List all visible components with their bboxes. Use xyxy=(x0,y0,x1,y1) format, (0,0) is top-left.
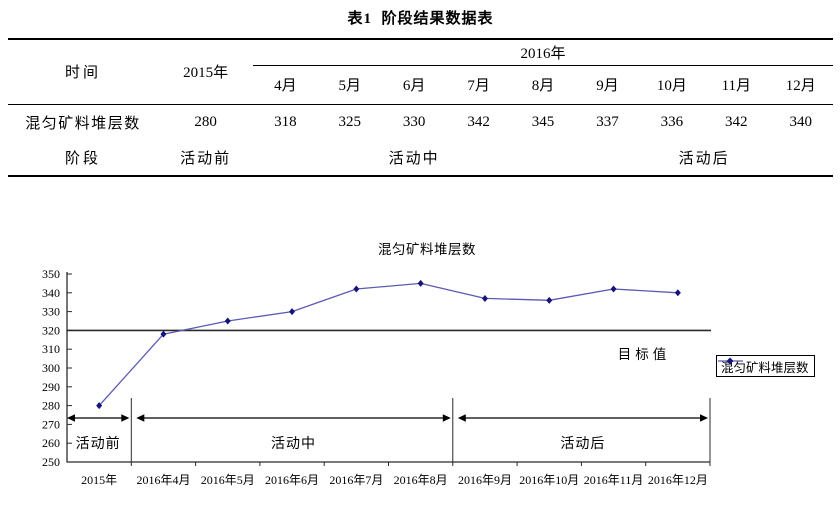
arrow-head-left xyxy=(67,414,75,422)
value-cell: 336 xyxy=(660,113,684,130)
header-time: 时间 xyxy=(8,39,159,105)
x-tick-label: 2016年10月 xyxy=(519,473,579,487)
value-cell: 342 xyxy=(725,113,748,130)
header-month: 4月 xyxy=(253,65,318,105)
header-month: 11月 xyxy=(704,65,769,105)
header-month: 12月 xyxy=(768,65,833,105)
target-value-label: 目标值 xyxy=(617,347,671,362)
header-month: 6月 xyxy=(381,65,447,105)
data-point xyxy=(546,296,553,304)
stage-before-cell: 活动前 xyxy=(180,151,232,167)
data-point xyxy=(224,317,231,325)
y-tick-label: 270 xyxy=(42,417,60,431)
header-month: 7月 xyxy=(446,65,511,105)
row-label-stage: 阶段 xyxy=(65,151,102,167)
y-tick-label: 300 xyxy=(42,361,60,375)
arrow-head-left xyxy=(136,414,145,422)
value-cell: 337 xyxy=(596,113,619,130)
y-tick-label: 340 xyxy=(42,286,60,300)
header-month: 8月 xyxy=(510,65,576,105)
arrow-head-right xyxy=(442,414,451,422)
data-point xyxy=(674,289,681,297)
table-row-stage: 阶段 活动前 活动中 活动后 xyxy=(8,140,833,176)
x-tick-label: 2016年8月 xyxy=(394,473,448,487)
y-tick-label: 280 xyxy=(42,399,60,413)
result-data-table: 时间 2015年 2016年 4月 5月 6月 7月 8月 9月 10月 11月… xyxy=(8,38,833,177)
phase-label: 活动中 xyxy=(271,436,316,452)
header-2016: 2016年 xyxy=(253,39,833,66)
data-point xyxy=(353,285,360,293)
stage-during-cell: 活动中 xyxy=(388,151,440,167)
x-tick-label: 2016年5月 xyxy=(201,473,255,487)
value-cell: 330 xyxy=(402,113,426,130)
line-chart: 250 260 270 280 290 300 310 320 330 340 350 2015年 20… xyxy=(0,222,840,522)
value-cell: 340 xyxy=(789,113,813,130)
x-tick-label: 2016年11月 xyxy=(584,473,644,487)
data-point xyxy=(481,294,488,302)
phase-label: 活动前 xyxy=(76,435,121,452)
header-month: 5月 xyxy=(317,65,382,105)
y-tick-label: 250 xyxy=(42,455,60,469)
y-tick-label: 290 xyxy=(42,380,60,394)
x-tick-label: 2016年12月 xyxy=(648,473,708,487)
data-point xyxy=(96,402,103,410)
legend-series-label: 混匀矿料堆层数 xyxy=(721,360,809,375)
y-tick-label: 350 xyxy=(42,267,60,281)
arrow-head-left xyxy=(457,414,466,422)
y-tick-label: 310 xyxy=(42,342,60,356)
value-cell: 325 xyxy=(338,113,362,130)
y-tick-label: 330 xyxy=(42,305,60,319)
x-tick-label: 2015年 xyxy=(81,473,117,487)
arrow-head-right xyxy=(121,414,130,422)
row-label-layers: 混匀矿料堆层数 xyxy=(25,115,141,132)
chart-legend: 混匀矿料堆层数 xyxy=(716,355,815,377)
chart-title: 混匀矿料堆层数 xyxy=(378,242,476,257)
chart-canvas: 250 260 270 280 290 300 310 320 330 340 350 2015年 20… xyxy=(42,267,711,487)
data-point xyxy=(160,330,167,338)
value-cell: 342 xyxy=(467,113,490,130)
stage-after-cell: 活动后 xyxy=(678,151,730,167)
y-tick-label: 320 xyxy=(42,323,60,337)
y-tick-label: 260 xyxy=(42,436,60,450)
header-2015: 2015年 xyxy=(158,39,254,105)
header-month: 10月 xyxy=(639,65,705,105)
data-point xyxy=(417,279,424,287)
value-cell: 318 xyxy=(274,113,297,130)
legend-marker-icon xyxy=(718,357,743,365)
data-point xyxy=(610,285,617,293)
x-tick-label: 2016年4月 xyxy=(136,473,190,487)
x-tick-label: 2016年6月 xyxy=(265,473,319,487)
phase-label: 活动后 xyxy=(560,436,605,452)
table-title: 表1 阶段结果数据表 xyxy=(347,11,494,27)
table-row-layers: 混匀矿料堆层数 280 318 325 330 342 345 337 336 … xyxy=(8,104,833,140)
value-cell: 345 xyxy=(531,113,555,130)
value-cell: 280 xyxy=(194,113,217,130)
header-month: 9月 xyxy=(575,65,640,105)
arrow-head-right xyxy=(700,414,708,422)
series-line xyxy=(98,282,678,407)
x-tick-label: 2016年9月 xyxy=(458,473,512,487)
x-tick-label: 2016年7月 xyxy=(329,473,383,487)
data-point xyxy=(289,308,296,316)
